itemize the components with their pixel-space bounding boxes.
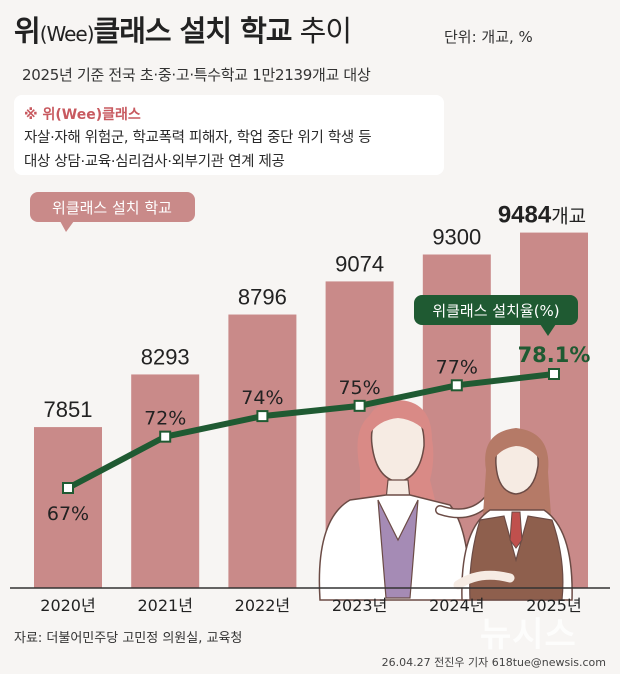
student-figure	[453, 428, 573, 601]
bar-value-label: 9484개교	[498, 202, 586, 229]
line-series-label-box	[414, 295, 578, 325]
unit-label: 단위: 개교, %	[444, 28, 533, 46]
x-tick-label: 2020년	[40, 596, 95, 615]
bar-value-label: 9074	[335, 251, 384, 276]
bar-value-label: 8796	[238, 285, 287, 310]
bar-2020년	[34, 427, 102, 588]
illustration-counselor-student	[318, 400, 573, 601]
x-tick-label: 2021년	[137, 596, 192, 615]
source-note: 자료: 더불어민주당 고민정 의원실, 교육청	[14, 631, 243, 646]
rate-point	[159, 430, 172, 443]
bar-series-label: 위클래스 설치 학교	[52, 199, 172, 217]
rate-point	[62, 482, 74, 494]
rate-value-label: 72%	[144, 408, 186, 430]
counselor-figure	[318, 400, 493, 601]
bar-2021년	[131, 374, 200, 588]
bar-2022년	[228, 314, 297, 588]
bar-value-label: 7851	[44, 397, 93, 422]
rate-point	[256, 410, 269, 423]
rate-point	[548, 368, 560, 380]
rate-value-label: 78.1%	[518, 343, 591, 367]
x-tick-label: 2023년	[332, 596, 387, 615]
x-tick-label: 2025년	[526, 596, 581, 615]
watermark-logo: 뉴시스	[480, 615, 577, 655]
credit-note: 26.04.27 전진우 기자 618tue@newsis.com	[381, 656, 606, 669]
rate-value-label: 67%	[47, 503, 89, 525]
rate-value-label: 74%	[241, 387, 283, 409]
rate-value-label: 75%	[338, 377, 380, 399]
line-series-label-pointer	[540, 324, 556, 336]
definition-line-2: 대상 상담·교육·심리검사·외부기관 연계 제공	[24, 154, 285, 170]
definition-line-1: 자살·자해 위험군, 학교폭력 피해자, 학업 중단 위기 학생 등	[24, 130, 372, 146]
bar-value-label: 9300	[432, 224, 481, 249]
rate-point	[450, 379, 463, 392]
definition-title: ※ 위(Wee)클래스	[24, 107, 141, 123]
rate-point	[353, 399, 366, 412]
rate-value-label: 77%	[436, 356, 478, 378]
subtitle: 2025년 기준 전국 초·중·고·특수학교 1만2139개교 대상	[22, 66, 371, 84]
page-title: 위(Wee)클래스 설치 학교 추이	[14, 14, 352, 48]
x-tick-label: 2022년	[235, 596, 290, 615]
bar-series-label-pointer	[60, 221, 74, 232]
line-series-label: 위클래스 설치율(%)	[432, 302, 559, 320]
definition-box	[14, 95, 444, 175]
x-tick-label: 2024년	[429, 596, 484, 615]
bar-series-label-box	[30, 192, 195, 222]
bar-value-label: 8293	[141, 344, 190, 369]
rate-line	[66, 371, 555, 491]
